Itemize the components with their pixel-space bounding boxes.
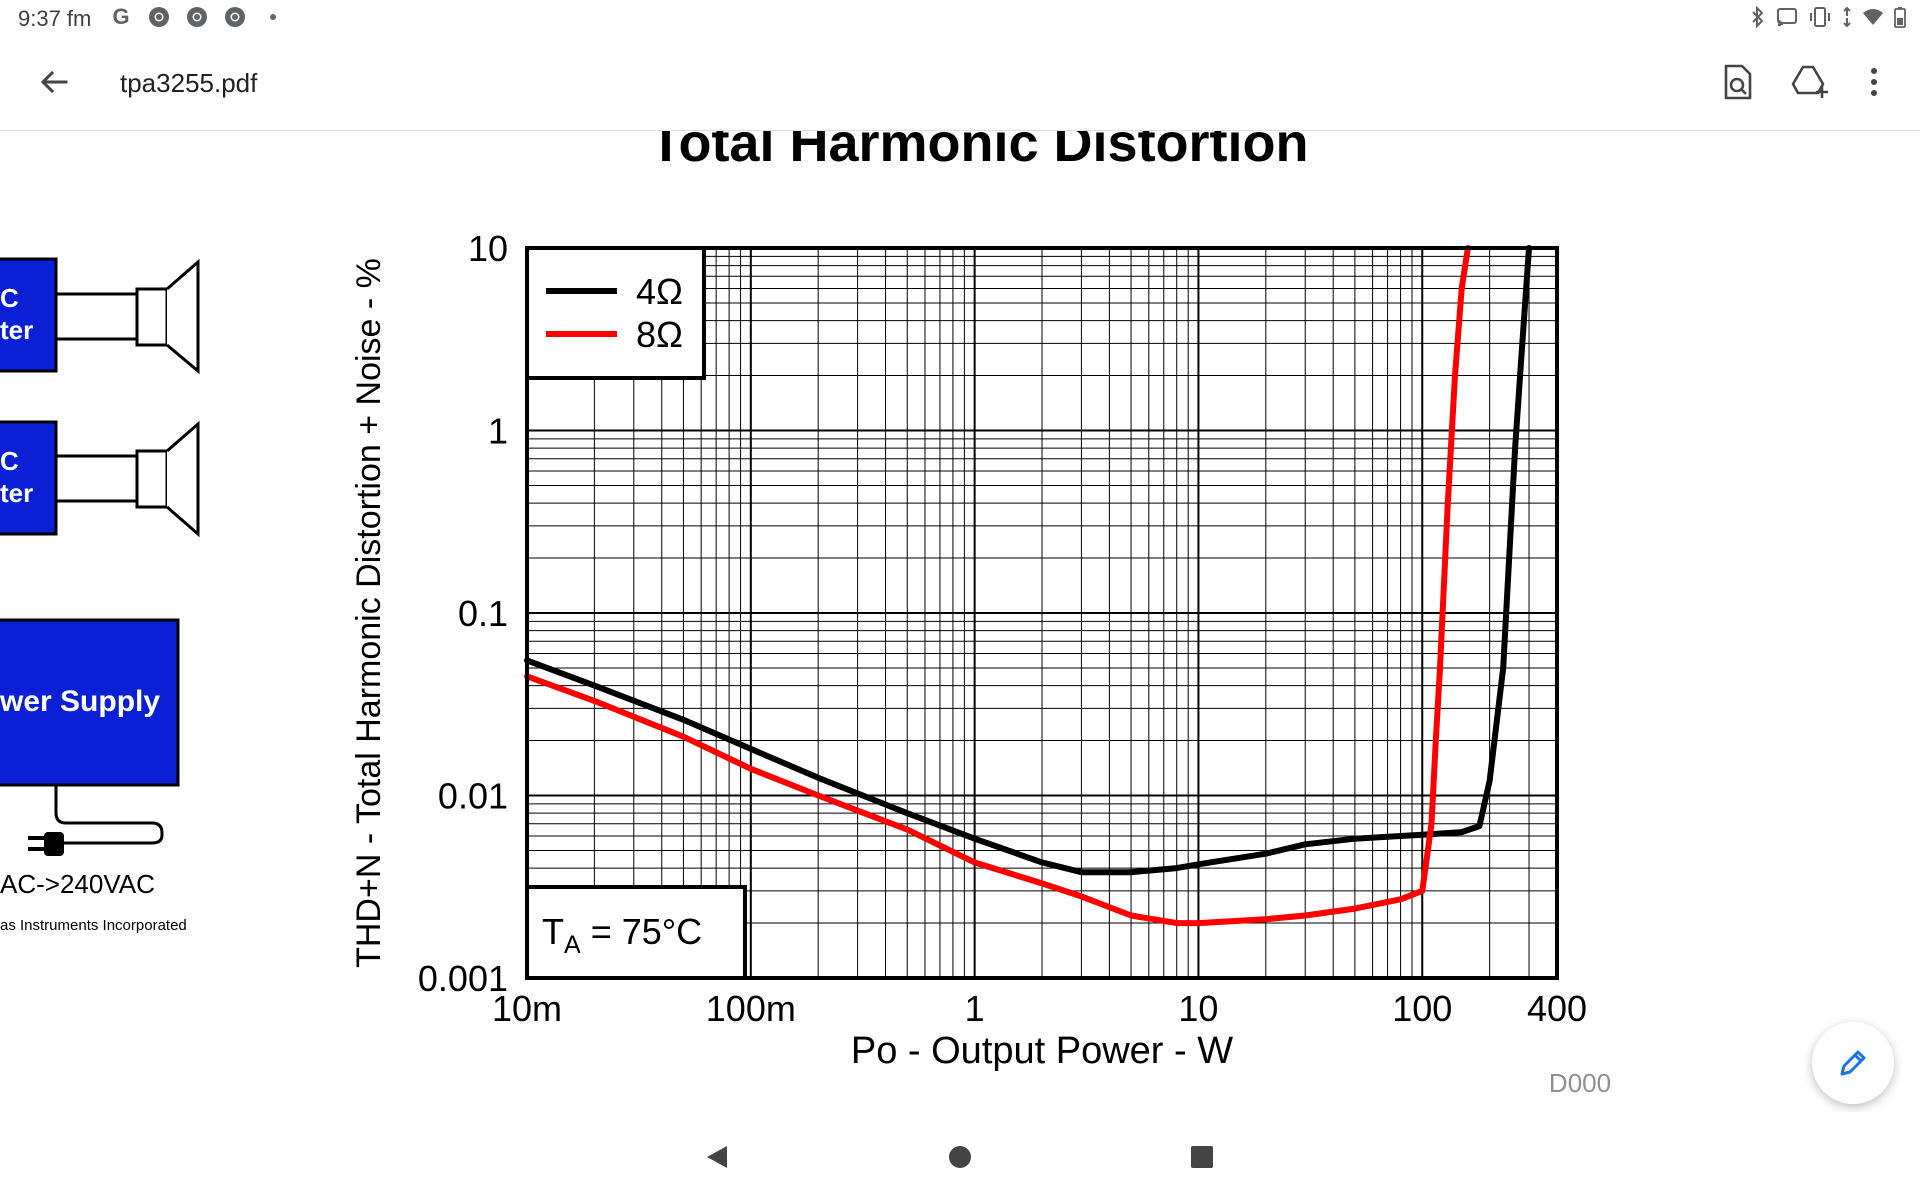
x-tick-label: 100m [706,988,796,1029]
speaker-icon [135,420,200,538]
data-arrows-icon [1842,6,1852,33]
power-supply-block [0,618,180,787]
power-cord [54,785,164,845]
pdf-page: C ter C ter wer Supply [0,131,1611,1098]
chrome-icon [222,4,248,30]
more-options-icon [1871,68,1877,96]
nav-home-icon [949,1146,971,1168]
annotation-prefix: T [542,911,564,952]
chrome-icon [146,4,172,30]
y-tick-labels: 10 1 0.1 0.01 0.001 [418,228,508,999]
block2-line2: ter [0,478,33,508]
x-tick-label: 10m [492,988,562,1029]
annotation-text: TA = 75°C [542,911,702,959]
dac-block-2 [0,420,58,536]
legend-label-4ohm: 4Ω [636,271,683,312]
status-time: 9:37 fm [18,6,92,31]
block1-line2: ter [0,315,33,345]
legend: 4Ω 8Ω [525,246,706,380]
find-in-document-icon [1724,64,1752,100]
plug-icon [28,832,64,856]
dac-block-1 [0,257,58,373]
copyright-label: as Instruments Incorporated [0,917,187,934]
system-icons [1750,5,1906,33]
pdf-page-viewport[interactable]: C ter C ter wer Supply [0,131,1920,1111]
nav-back-button[interactable] [692,1132,742,1182]
series-line-4ohm [524,245,1532,876]
y-axis-label: THD+N - Total Harmonic Distortion + Nois… [350,258,388,968]
grid-minor [527,248,1558,978]
block1-line1: C [0,283,19,313]
document-title: tpa3255.pdf [120,68,258,98]
y-tick-label: 0.01 [438,776,508,817]
pencil-icon [1840,1050,1866,1076]
x-tick-label: 100 [1392,988,1452,1029]
nav-recents-button[interactable] [1177,1132,1227,1182]
annotation-suffix: = 75°C [581,911,702,952]
nav-back-icon [707,1146,727,1168]
google-icon: G [112,4,130,29]
add-to-drive-button[interactable] [1788,60,1832,104]
series-layer [524,245,1532,927]
dot-icon [260,4,286,30]
thd-chart: Total Harmonic Distortion 4Ω 8Ω TA = 75°… [350,131,1611,1098]
wifi-icon [1862,8,1884,31]
vibrate-icon [1808,6,1832,33]
schematic-fragment: C ter C ter wer Supply [0,257,200,934]
power-supply-label: wer Supply [0,685,160,718]
nav-home-button[interactable] [935,1132,985,1182]
notification-icons: G [108,4,286,30]
x-axis-label: Po - Output Power - W [851,1030,1233,1072]
edit-fab[interactable] [1812,1022,1894,1104]
x-tick-label: 400 [1527,988,1587,1029]
graph-id: D000 [1549,1068,1611,1098]
navigation-bar [0,1112,1920,1200]
find-in-document-button[interactable] [1716,60,1760,104]
arrow-back-icon [40,70,68,94]
nav-recents-icon [1191,1146,1213,1168]
cast-icon [1776,7,1798,32]
y-tick-label: 10 [468,228,508,269]
battery-icon [1894,6,1906,33]
annotation-box [525,885,747,980]
status-bar: 9:37 fm G [0,0,1920,38]
x-tick-label: 10 [1178,988,1218,1029]
wire-1 [56,292,139,341]
voltage-label: AC->240VAC [0,869,155,899]
chrome-icon [184,4,210,30]
series-line-8ohm [524,245,1471,927]
wire-2 [56,454,139,503]
x-tick-labels: 10m 100m 1 10 100 400 [492,988,1587,1029]
bluetooth-icon [1750,5,1766,33]
more-options-button[interactable] [1852,60,1896,104]
y-tick-label: 1 [488,411,508,452]
block2-line1: C [0,446,19,476]
x-tick-label: 1 [965,988,985,1029]
y-tick-label: 0.1 [458,593,508,634]
add-to-drive-icon [1791,65,1828,98]
chart-title: Total Harmonic Distortion [649,131,1308,173]
speaker-icon [135,258,200,375]
app-bar: tpa3255.pdf [0,38,1920,131]
y-tick-label: 0.001 [418,958,508,999]
temperature-annotation: TA = 75°C [525,885,747,980]
legend-label-8ohm: 8Ω [636,314,683,355]
back-button[interactable] [34,62,74,102]
plot-frame [525,246,1559,980]
annotation-subscript: A [564,931,581,959]
legend-box [525,246,706,380]
